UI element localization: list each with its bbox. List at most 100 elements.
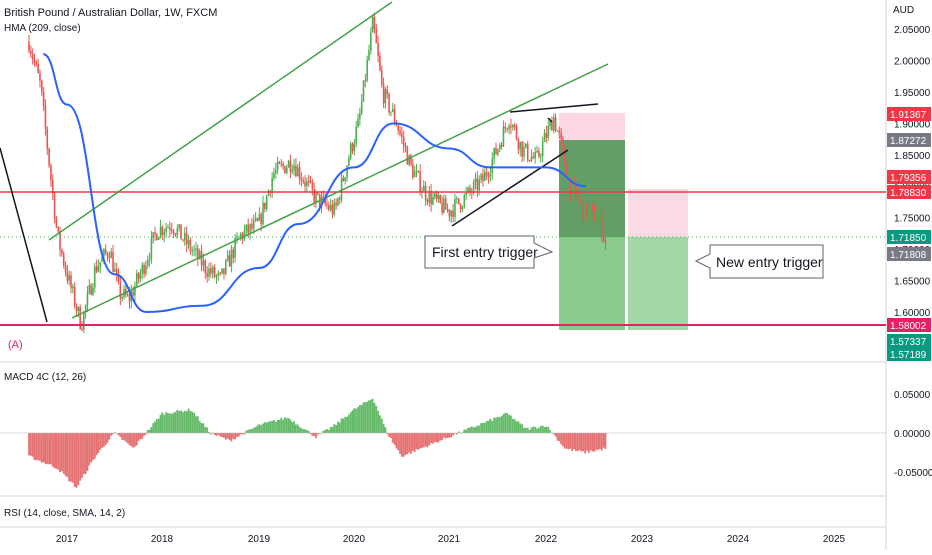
macd-bar <box>101 433 103 448</box>
candle-body <box>508 125 510 130</box>
candle-body <box>595 220 598 222</box>
macd-bar <box>487 420 490 433</box>
candle-body <box>103 249 105 257</box>
macd-bar <box>315 433 317 439</box>
macd-bar <box>500 415 503 433</box>
macd-bar <box>130 433 133 447</box>
macd-bar <box>181 412 184 433</box>
macd-bar <box>580 433 583 452</box>
macd-bar <box>293 421 295 433</box>
macd-bar <box>59 433 61 473</box>
candle-body <box>578 200 581 202</box>
macd-bar <box>391 433 394 443</box>
candle-body <box>463 195 466 207</box>
candle-body <box>491 158 494 174</box>
macd-bar <box>576 433 579 452</box>
macd-bar <box>276 419 279 433</box>
year-tick-label: 2019 <box>248 534 271 545</box>
macd-bar <box>390 433 392 439</box>
candle-body <box>371 16 374 33</box>
macd-bar <box>349 412 352 433</box>
first-entry-text: First entry trigger <box>432 244 538 260</box>
macd-bar <box>465 429 468 433</box>
macd-bar <box>135 433 138 446</box>
candle-body <box>506 128 508 130</box>
macd-bar <box>504 412 507 433</box>
candle-body <box>215 275 218 277</box>
candle-body <box>349 143 352 159</box>
macd-bar <box>371 398 374 433</box>
macd-bar <box>536 428 538 433</box>
macd-bar <box>37 433 40 461</box>
candle-body <box>249 224 251 233</box>
macd-bar <box>154 421 156 433</box>
candle-body <box>295 165 297 177</box>
candle-body <box>117 274 120 282</box>
macd-bar <box>82 433 85 475</box>
candle-body <box>377 43 379 57</box>
candle-body <box>360 101 363 114</box>
macd-bar <box>163 414 166 433</box>
price-tag-label: 1.57337 <box>890 337 927 348</box>
stop-zone-1 <box>559 113 625 140</box>
macd-bar <box>322 431 325 433</box>
macd-bar <box>454 433 456 434</box>
candle-body <box>260 214 262 225</box>
candle-body <box>139 273 142 279</box>
macd-bar <box>178 410 181 433</box>
indicator-label: HMA (209, close) <box>4 23 81 34</box>
candle-body <box>586 202 588 218</box>
new-entry-text: New entry trigger <box>716 254 823 270</box>
macd-bar <box>274 421 277 433</box>
candle-body <box>189 240 192 252</box>
macd-bar <box>97 433 100 453</box>
candle-body <box>410 155 412 165</box>
year-tick-label: 2024 <box>727 534 750 545</box>
candle-body <box>560 132 562 139</box>
candle-body <box>482 174 484 182</box>
macd-bar <box>33 433 36 461</box>
candle-body <box>50 165 52 180</box>
macd-bar <box>483 422 486 433</box>
macd-bar <box>110 433 113 436</box>
macd-bar <box>337 421 339 433</box>
candle-body <box>526 143 529 160</box>
macd-bar <box>95 433 98 456</box>
macd-bar <box>170 413 173 433</box>
candle-body <box>340 178 343 200</box>
candle-body <box>304 181 306 187</box>
candle-body <box>580 201 583 203</box>
macd-bar <box>180 410 182 433</box>
price-tag <box>887 107 931 121</box>
macd-bar <box>364 402 367 433</box>
price-tag-label: 1.78830 <box>890 188 927 199</box>
macd-bar <box>57 433 60 470</box>
macd-bar <box>254 426 257 433</box>
macd-bar <box>165 412 168 433</box>
candle-body <box>86 292 89 306</box>
candle-body <box>280 163 283 165</box>
macd-bar <box>267 421 270 433</box>
candle-body <box>243 230 246 240</box>
candle-body <box>333 202 336 215</box>
macd-bar <box>415 433 418 449</box>
candle-body <box>48 148 50 166</box>
candle-body <box>478 179 481 191</box>
macd-bar <box>373 402 376 433</box>
candle-body <box>75 306 78 312</box>
macd-bar <box>71 433 74 483</box>
macd-bar <box>228 433 231 440</box>
macd-bar <box>143 433 145 436</box>
candle-body <box>204 260 207 274</box>
candle-body <box>565 164 568 179</box>
candle-body <box>210 268 212 274</box>
candle-body <box>198 251 201 259</box>
macd-bar <box>134 433 136 447</box>
new-entry-callout: New entry trigger <box>694 244 824 279</box>
year-tick-label: 2021 <box>438 534 461 545</box>
candle-body <box>419 171 421 193</box>
price-tag-label: 1.91367 <box>890 110 927 121</box>
macd-bar <box>556 433 559 441</box>
